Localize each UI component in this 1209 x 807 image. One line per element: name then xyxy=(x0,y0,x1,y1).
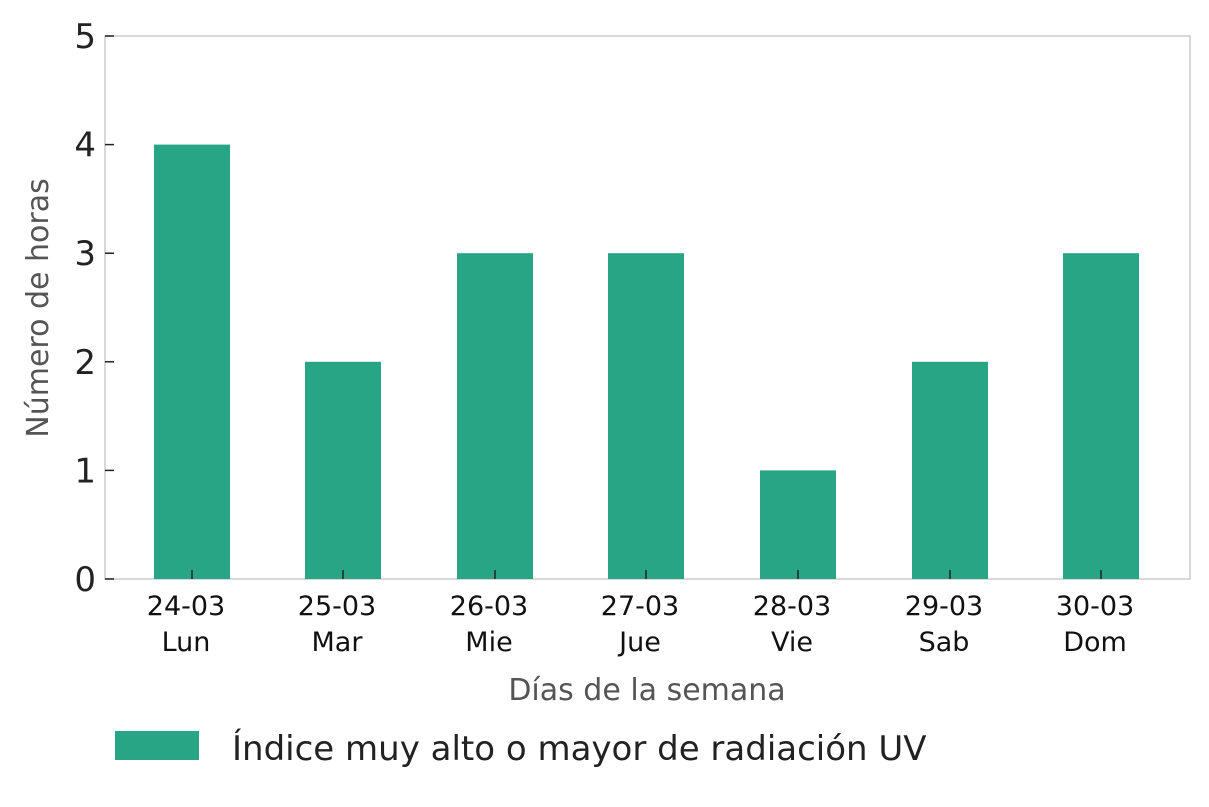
y-axis-title: Número de horas xyxy=(21,178,56,437)
x-tick-label-date: 24-03 xyxy=(147,591,225,622)
x-tick-label-day: Lun xyxy=(162,627,211,658)
x-tick-label-day: Mar xyxy=(312,627,364,658)
x-tick-label-date: 25-03 xyxy=(298,591,376,622)
x-tick-label-date: 29-03 xyxy=(905,591,983,622)
y-tick-label: 1 xyxy=(74,451,96,491)
x-tick-label-day: Dom xyxy=(1063,627,1127,658)
y-axis: 0 1 2 3 4 5 xyxy=(74,17,114,600)
x-tick-label-day: Sab xyxy=(919,627,970,658)
y-tick-label: 2 xyxy=(74,343,96,383)
y-tick-label: 5 xyxy=(74,17,96,57)
x-tick-label-date: 27-03 xyxy=(601,591,679,622)
bar-29-03 xyxy=(912,361,988,579)
bar-25-03 xyxy=(305,361,381,579)
legend-swatch xyxy=(115,731,199,760)
x-axis: 24-03 Lun 25-03 Mar 26-03 Mie 27-03 Jue 28-03 Vie… xyxy=(147,570,1134,658)
legend-label: Índice muy alto o mayor de radiación UV xyxy=(232,728,927,769)
bar-24-03 xyxy=(154,144,230,579)
x-tick-label-date: 26-03 xyxy=(450,591,528,622)
x-axis-title: Días de la semana xyxy=(508,673,785,708)
x-tick-label-day: Vie xyxy=(771,627,813,658)
bar-30-03 xyxy=(1063,253,1139,579)
y-tick-label: 0 xyxy=(74,560,96,600)
bar-27-03 xyxy=(608,253,684,579)
bar-28-03 xyxy=(760,470,836,579)
x-tick-label-date: 30-03 xyxy=(1056,591,1134,622)
y-tick-label: 4 xyxy=(74,126,96,166)
legend: Índice muy alto o mayor de radiación UV xyxy=(115,728,927,769)
y-tick-label: 3 xyxy=(74,234,96,274)
x-tick-label-day: Mie xyxy=(465,627,512,658)
bars-group xyxy=(154,144,1139,579)
x-tick-label-day: Jue xyxy=(617,627,661,658)
bar-26-03 xyxy=(457,253,533,579)
x-tick-label-date: 28-03 xyxy=(753,591,831,622)
